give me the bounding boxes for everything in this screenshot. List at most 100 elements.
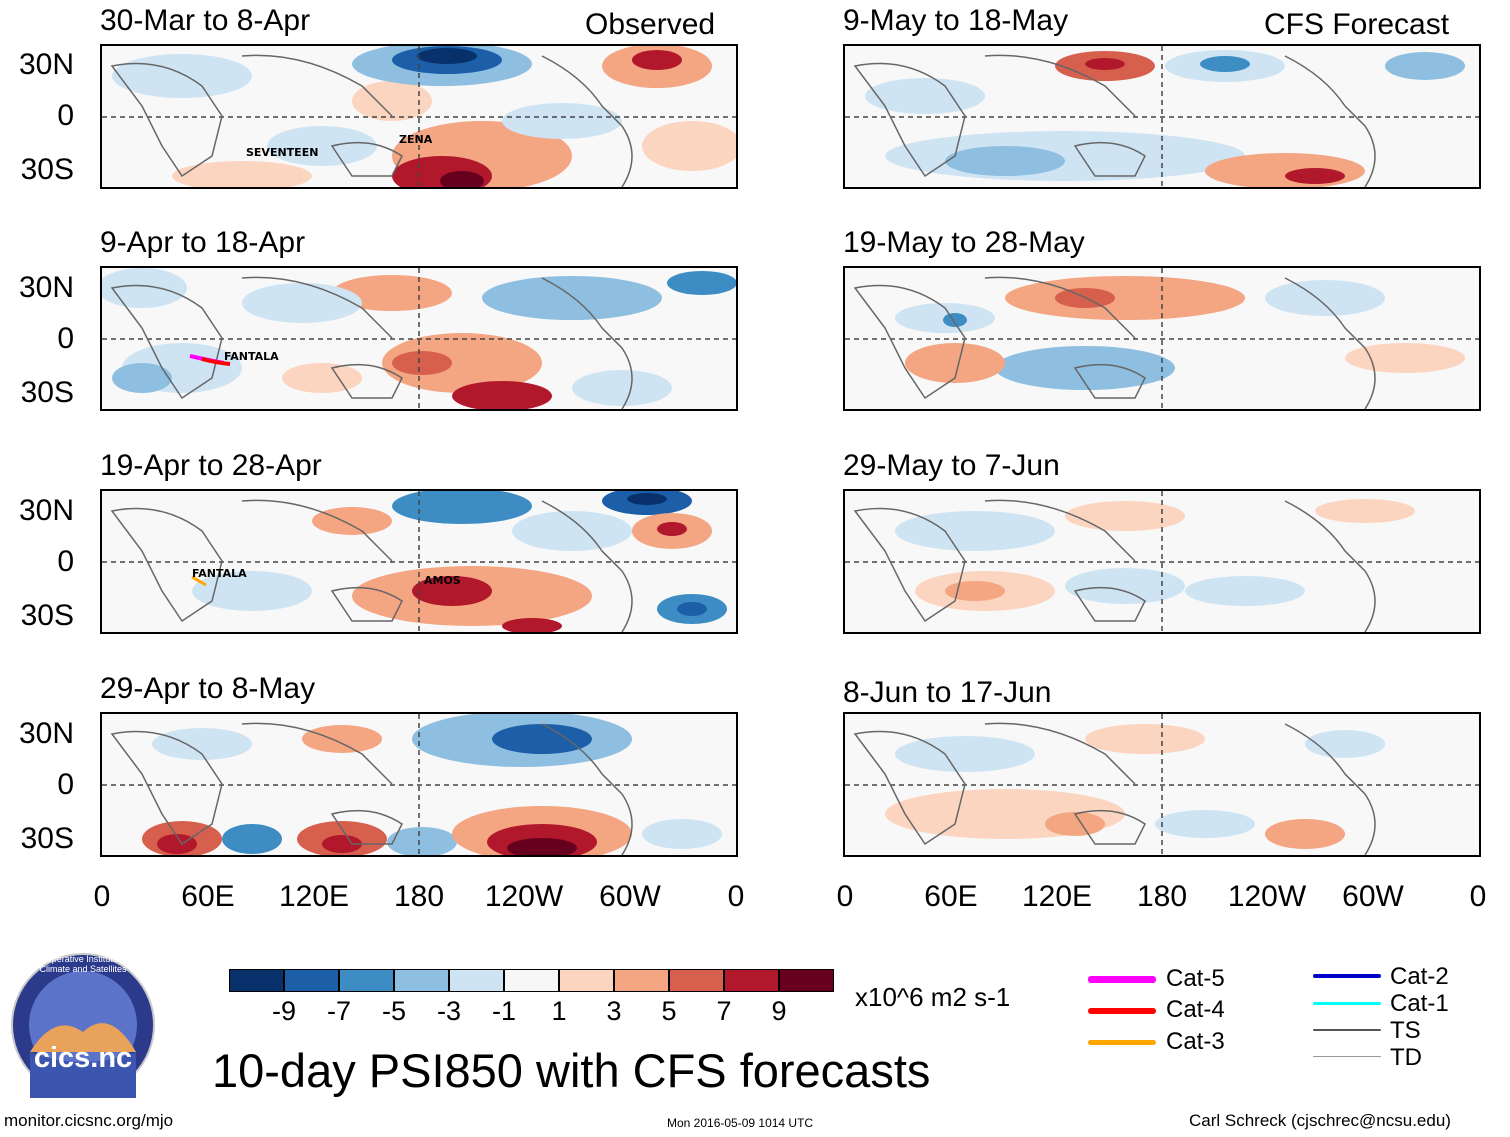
colorbar-tick-label: 5 — [661, 996, 677, 1026]
panel-title-fcst-2: 19-May to 28-May — [843, 226, 1085, 259]
legend-line-ts — [1313, 1029, 1381, 1031]
x-label-60w-right: 60W — [1342, 880, 1404, 913]
y-label-30s-4: 30S — [20, 822, 74, 855]
x-label-120w-left: 120W — [484, 880, 564, 913]
colorbar-tick-label: -9 — [271, 996, 296, 1026]
colorbar-cells — [229, 969, 834, 992]
y-label-eq-3: 0 — [57, 545, 74, 578]
anomaly-field — [845, 491, 1479, 632]
map-panel-forecast-4 — [843, 712, 1481, 857]
x-label-180-left: 180 — [393, 880, 445, 913]
y-label-30n-3: 30N — [18, 494, 74, 527]
map-panel-observed-1: SEVENTEEN ZENA — [100, 44, 738, 189]
colorbar-cell — [669, 969, 724, 992]
colorbar-ticks: -9 -7 -5 -3 -1 1 3 5 7 9 — [229, 998, 834, 1028]
panel-title-fcst-3: 29-May to 7-Jun — [843, 449, 1060, 482]
logo-ring-text: Cooperative Institute for Climate and Sa… — [35, 954, 131, 974]
map-panel-forecast-1 — [843, 44, 1481, 189]
footer-url[interactable]: monitor.cicsnc.org/mjo — [4, 1111, 174, 1130]
anomaly-field — [102, 268, 736, 409]
colorbar-cell — [449, 969, 504, 992]
y-label-30s-3: 30S — [20, 599, 74, 632]
colorbar-cell — [229, 969, 284, 992]
cics-logo-icon — [11, 953, 155, 1098]
y-label-30n-4: 30N — [18, 717, 74, 750]
observed-label: Observed — [585, 8, 716, 41]
footer-author: Carl Schreck (cjschrec@ncsu.edu) — [1189, 1111, 1451, 1130]
anomaly-field — [845, 268, 1479, 409]
storm-label-seventeen: SEVENTEEN — [246, 146, 319, 159]
panel-title-obs-2: 9-Apr to 18-Apr — [100, 226, 306, 259]
cfs-forecast-label: CFS Forecast — [1264, 8, 1450, 41]
colorbar-cell — [614, 969, 669, 992]
panel-title-obs-3: 19-Apr to 28-Apr — [100, 449, 322, 482]
legend-line-cat2 — [1313, 974, 1381, 978]
colorbar-cell — [339, 969, 394, 992]
x-label-60w-left: 60W — [599, 880, 661, 913]
x-label-0e-left: 0 — [727, 880, 745, 913]
legend-line-cat1 — [1313, 1002, 1381, 1005]
colorbar-cell — [779, 969, 834, 992]
legend-line-cat4 — [1088, 1008, 1156, 1014]
colorbar-tick-label: 3 — [606, 996, 622, 1026]
legend-label-ts: TS — [1390, 1017, 1421, 1044]
storm-label-zena: ZENA — [399, 133, 433, 146]
y-label-30n-2: 30N — [18, 271, 74, 304]
colorbar-tick-label: -5 — [381, 996, 406, 1026]
x-label-0e-right: 0 — [1469, 880, 1487, 913]
colorbar-cell — [559, 969, 614, 992]
anomaly-field — [845, 714, 1479, 855]
legend-label-cat4: Cat-4 — [1166, 996, 1225, 1023]
legend-line-cat5 — [1088, 976, 1156, 983]
x-label-60e-left: 60E — [181, 880, 235, 913]
map-panel-observed-2: FANTALA — [100, 266, 738, 411]
y-label-30n-1: 30N — [18, 48, 74, 81]
colorbar-units: x10^6 m2 s-1 — [855, 982, 1011, 1012]
colorbar-tick-label: 7 — [716, 996, 732, 1026]
x-label-120e-right: 120E — [1021, 880, 1093, 913]
colorbar-tick-label: 9 — [771, 996, 787, 1026]
map-panel-forecast-3 — [843, 489, 1481, 634]
map-panel-observed-3: FANTALA AMOS — [100, 489, 738, 634]
anomaly-field — [102, 491, 736, 632]
main-title: 10-day PSI850 with CFS forecasts — [212, 1044, 931, 1097]
colorbar-cell — [284, 969, 339, 992]
logo-name: cics.nc — [33, 1042, 133, 1074]
y-label-eq-1: 0 — [57, 99, 74, 132]
x-label-0-right: 0 — [836, 880, 854, 913]
storm-label-fantala: FANTALA — [192, 567, 247, 580]
storm-label-amos: AMOS — [424, 574, 461, 587]
anomaly-field — [102, 714, 736, 855]
legend-line-cat3 — [1088, 1040, 1156, 1045]
y-label-eq-2: 0 — [57, 322, 74, 355]
y-label-30s-1: 30S — [20, 153, 74, 186]
x-label-60e-right: 60E — [924, 880, 978, 913]
legend-label-cat2: Cat-2 — [1390, 963, 1449, 990]
panel-title-fcst-4: 8-Jun to 17-Jun — [843, 676, 1052, 709]
legend-label-cat3: Cat-3 — [1166, 1028, 1225, 1055]
colorbar-tick-label: -7 — [326, 996, 351, 1026]
colorbar-cell — [724, 969, 779, 992]
colorbar-tick-label: 1 — [551, 996, 567, 1026]
colorbar-tick-label: -1 — [491, 996, 516, 1026]
y-label-30s-2: 30S — [20, 376, 74, 409]
cics-logo: Cooperative Institute for Climate and Sa… — [10, 952, 156, 1098]
anomaly-field — [102, 46, 736, 187]
panel-title-fcst-1: 9-May to 18-May — [843, 4, 1069, 37]
panel-title-obs-1: 30-Mar to 8-Apr — [100, 4, 311, 37]
y-label-eq-4: 0 — [57, 768, 74, 801]
colorbar-cell — [394, 969, 449, 992]
legend-label-td: TD — [1390, 1044, 1422, 1071]
legend-label-cat1: Cat-1 — [1390, 990, 1449, 1017]
footer-timestamp: Mon 2016-05-09 1014 UTC — [667, 1116, 814, 1130]
x-label-0-left: 0 — [93, 880, 111, 913]
legend-line-td — [1313, 1056, 1381, 1057]
x-label-180-right: 180 — [1136, 880, 1188, 913]
storm-label-fantala: FANTALA — [224, 350, 279, 363]
x-label-120e-left: 120E — [278, 880, 350, 913]
colorbar-cell — [504, 969, 559, 992]
map-panel-observed-4 — [100, 712, 738, 857]
colorbar-tick-label: -3 — [436, 996, 461, 1026]
legend-label-cat5: Cat-5 — [1166, 965, 1225, 992]
x-label-120w-right: 120W — [1227, 880, 1307, 913]
